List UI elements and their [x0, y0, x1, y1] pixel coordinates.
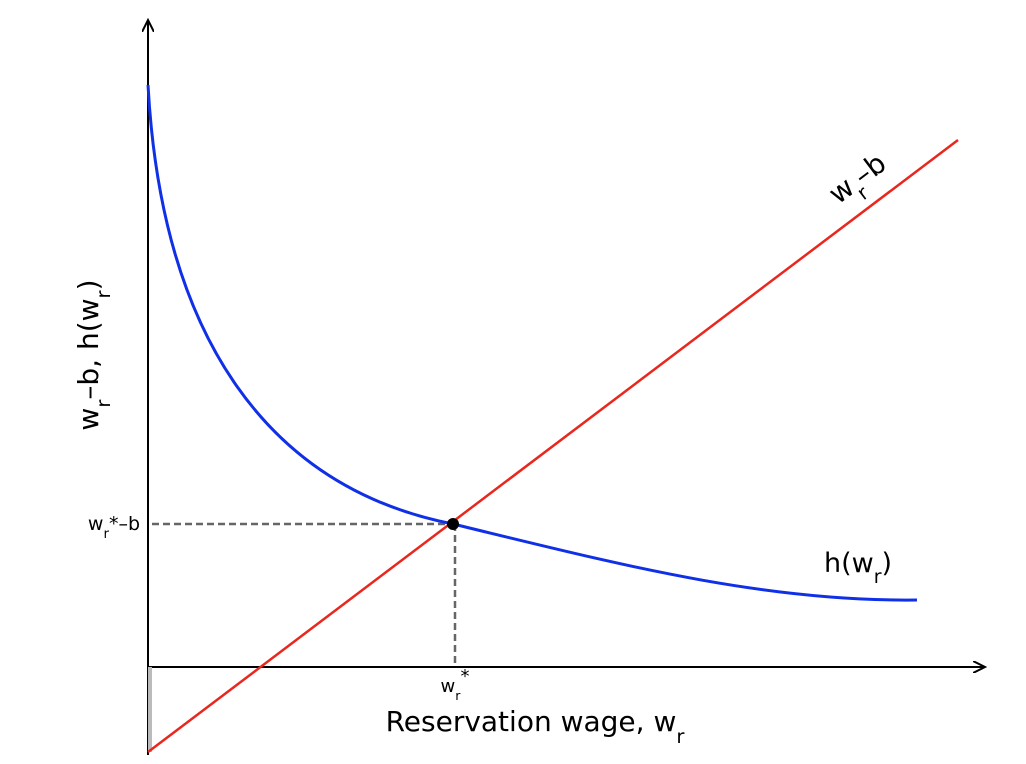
label-part: Reservation wage, w — [386, 705, 677, 738]
line-wr-minus-b — [147, 139, 959, 753]
label-subscript: r — [874, 566, 882, 588]
label-part: h(w — [824, 548, 874, 579]
line-label: wr–b — [822, 146, 898, 218]
label-part: –b, h(w — [72, 298, 105, 399]
y-axis-label: wr–b, h(wr) — [72, 279, 115, 430]
equilibrium-point — [447, 518, 459, 530]
label-subscript: r — [92, 399, 115, 408]
label-part: w — [88, 513, 104, 535]
label-part: w — [72, 408, 105, 431]
label-subscript: r — [455, 688, 461, 703]
label-part: * — [460, 666, 469, 687]
label-part: ) — [882, 548, 893, 579]
x-axis-label: Reservation wage, wr — [386, 705, 686, 748]
label-subscript: r — [103, 527, 109, 542]
label-part: w — [441, 676, 456, 697]
equilibrium-y-label: wr*–b — [88, 513, 140, 542]
equilibrium-x-label: wr* — [441, 666, 470, 703]
label-part: *–b — [109, 513, 140, 535]
label-part: ) — [72, 279, 105, 290]
curve-label: h(wr) — [824, 548, 892, 588]
curve-h — [146, 84, 918, 602]
origin-shade — [148, 667, 152, 752]
label-subscript: r — [676, 725, 685, 748]
label-subscript: r — [92, 289, 115, 298]
